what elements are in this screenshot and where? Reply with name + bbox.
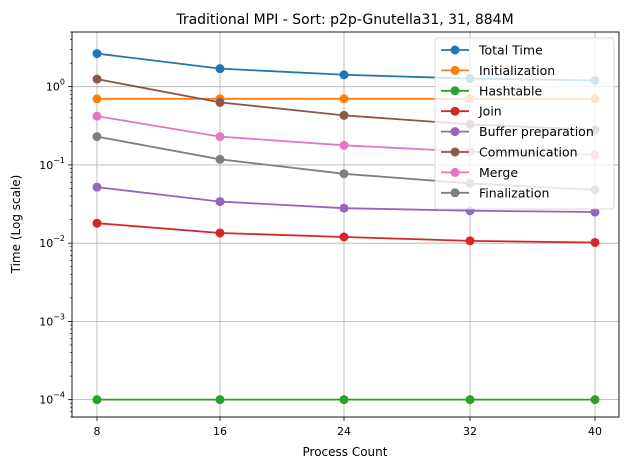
data-point bbox=[92, 74, 102, 84]
data-point bbox=[215, 395, 225, 405]
x-tick-label: 24 bbox=[337, 425, 351, 438]
legend-label: Merge bbox=[479, 165, 518, 180]
legend-item: Merge bbox=[441, 165, 518, 180]
series-buffer-preparation bbox=[92, 182, 600, 217]
data-point bbox=[92, 132, 102, 142]
data-point bbox=[590, 237, 600, 247]
y-tick-label: 10−4 bbox=[39, 391, 65, 407]
legend-marker bbox=[450, 86, 460, 96]
legend-marker bbox=[450, 167, 460, 177]
data-point bbox=[92, 49, 102, 59]
legend-item: Finalization bbox=[441, 185, 549, 200]
data-point bbox=[590, 207, 600, 217]
legend-item: Buffer preparation bbox=[441, 124, 594, 139]
y-axis-title: Time (Log scale) bbox=[9, 175, 23, 275]
legend-marker bbox=[450, 65, 460, 75]
x-axis-title: Process Count bbox=[303, 445, 388, 459]
series-join bbox=[92, 218, 600, 247]
data-point bbox=[339, 94, 349, 104]
data-point bbox=[339, 110, 349, 120]
legend-label: Join bbox=[478, 104, 502, 119]
data-point bbox=[92, 182, 102, 192]
legend-item: Initialization bbox=[441, 63, 555, 78]
data-point bbox=[92, 395, 102, 405]
chart-title: Traditional MPI - Sort: p2p-Gnutella31, … bbox=[175, 12, 513, 28]
legend-label: Hashtable bbox=[479, 83, 542, 98]
data-point bbox=[339, 395, 349, 405]
data-point bbox=[590, 395, 600, 405]
legend-item: Communication bbox=[441, 145, 578, 160]
legend-label: Buffer preparation bbox=[479, 124, 594, 139]
legend: Total Time Initialization Hashtable Join Buf… bbox=[434, 37, 615, 210]
legend-label: Communication bbox=[479, 145, 578, 160]
data-point bbox=[215, 197, 225, 207]
data-point bbox=[339, 232, 349, 242]
legend-marker bbox=[450, 188, 460, 198]
data-point bbox=[339, 140, 349, 150]
legend-label: Total Time bbox=[478, 43, 543, 58]
series-hashtable bbox=[92, 395, 600, 405]
data-point bbox=[215, 228, 225, 238]
y-tick-label: 10−1 bbox=[39, 156, 65, 172]
data-point bbox=[92, 94, 102, 104]
y-tick-label: 10−2 bbox=[39, 234, 65, 250]
legend-marker bbox=[450, 45, 460, 55]
y-tick-label: 100 bbox=[46, 78, 65, 94]
data-point bbox=[465, 236, 475, 246]
x-tick-label: 16 bbox=[213, 425, 227, 438]
data-point bbox=[215, 64, 225, 74]
data-point bbox=[215, 132, 225, 142]
data-point bbox=[339, 169, 349, 179]
legend-item: Hashtable bbox=[441, 83, 542, 98]
data-point bbox=[215, 154, 225, 164]
legend-box bbox=[434, 37, 615, 210]
legend-item: Join bbox=[441, 104, 502, 119]
data-point bbox=[92, 218, 102, 228]
legend-marker bbox=[450, 106, 460, 116]
data-point bbox=[92, 111, 102, 121]
legend-marker bbox=[450, 127, 460, 137]
legend-label: Finalization bbox=[479, 185, 549, 200]
plot-area bbox=[71, 31, 620, 418]
legend-label: Initialization bbox=[479, 63, 555, 78]
x-tick-label: 32 bbox=[463, 425, 477, 438]
data-point bbox=[465, 395, 475, 405]
data-point bbox=[215, 97, 225, 107]
legend-item: Total Time bbox=[441, 43, 543, 58]
y-tick-label: 10−3 bbox=[39, 312, 65, 328]
data-point bbox=[339, 203, 349, 213]
x-tick-label: 40 bbox=[588, 425, 602, 438]
x-tick-label: 8 bbox=[94, 425, 101, 438]
legend-marker bbox=[450, 147, 460, 157]
x-axis: 8 16 24 32 40 bbox=[94, 417, 602, 438]
y-axis: 10−4 10−3 10−2 10−1 100 bbox=[39, 31, 72, 418]
data-point bbox=[339, 70, 349, 80]
